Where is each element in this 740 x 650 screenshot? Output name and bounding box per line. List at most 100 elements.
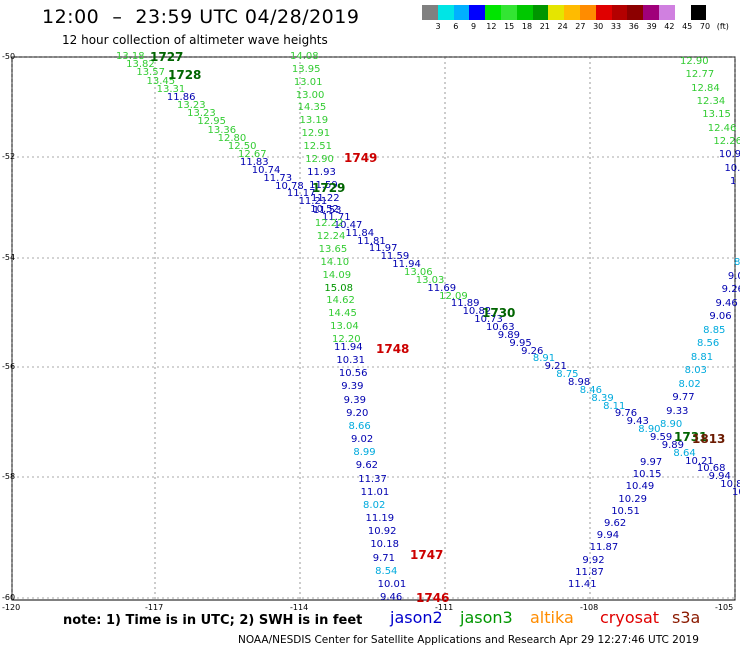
swh-value: 12.84 xyxy=(691,82,720,94)
swh-value: 8.99 xyxy=(353,447,376,459)
swh-value: 12.09 xyxy=(439,290,468,302)
color-scale-tick: 18 xyxy=(521,22,533,31)
longitude-label: -108 xyxy=(580,603,599,612)
swh-value: 12.90 xyxy=(680,56,709,67)
swh-value: 9.62 xyxy=(355,460,379,472)
latitude-label: -58 xyxy=(2,472,16,481)
legend-jason2: jason2 xyxy=(390,608,443,627)
color-swatch xyxy=(595,5,612,20)
swh-value: 10.74 xyxy=(251,164,281,176)
swh-value: 10.92 xyxy=(367,526,397,538)
legend-s3a: s3a xyxy=(672,608,701,627)
swh-value: 13.57 xyxy=(136,67,165,79)
swh-value: 9.89 xyxy=(497,329,520,341)
swh-value: 13.23 xyxy=(187,108,216,120)
swh-value: 11.73 xyxy=(263,172,293,184)
color-swatch xyxy=(579,5,596,20)
latitude-label: -52 xyxy=(2,152,16,161)
swh-value: 14.10 xyxy=(320,256,350,268)
swh-value: 9.46 xyxy=(380,592,403,603)
swh-value: 12.51 xyxy=(303,141,332,153)
swh-value: 12.80 xyxy=(217,132,247,144)
swh-value: 10.15 xyxy=(632,469,662,481)
swh-value: 11.84 xyxy=(345,227,375,239)
color-swatch xyxy=(674,5,691,20)
color-swatch xyxy=(453,5,470,20)
swh-value: 8.02 xyxy=(363,499,386,511)
legend-altika: altika xyxy=(530,608,574,627)
swh-value: 13.03 xyxy=(415,274,445,286)
color-scale-tick: (ft) xyxy=(716,22,729,31)
legend-jason3: jason3 xyxy=(460,608,513,627)
color-scale-tick: 12 xyxy=(486,22,497,31)
track-id-label: 1747 xyxy=(410,548,444,562)
swh-value: 13.95 xyxy=(291,63,321,75)
swh-value: 13.65 xyxy=(318,243,348,255)
color-swatch xyxy=(500,5,517,20)
track-id-label: 1813 xyxy=(692,432,726,446)
swh-value: 11.87 xyxy=(589,542,619,554)
swh-value: 14.35 xyxy=(297,102,327,114)
swh-value: 11.59 xyxy=(380,251,410,263)
swh-value: 8.85 xyxy=(703,324,726,336)
swh-value: 12.67 xyxy=(238,149,267,160)
color-swatch xyxy=(548,5,565,20)
swh-value: 9.76 xyxy=(614,408,638,420)
swh-value: 12.77 xyxy=(685,69,715,81)
swh-value: 10.73 xyxy=(474,314,503,326)
swh-value: 9.39 xyxy=(343,394,366,406)
swh-value: 8.39 xyxy=(591,392,614,404)
longitude-label: -105 xyxy=(715,603,734,612)
swh-value: 12.24 xyxy=(316,231,346,243)
swh-value: 8.46 xyxy=(579,384,602,396)
note-text: note: 1) Time is in UTC; 2) SWH is in fe… xyxy=(63,613,363,628)
swh-value: 8.11 xyxy=(603,400,626,412)
swh-value: 10.9 xyxy=(724,162,740,174)
color-swatch xyxy=(643,5,659,20)
map-title: 12:00 – 23:59 UTC 04/28/2019 xyxy=(42,6,360,28)
swh-value: 11.59 xyxy=(309,179,338,191)
swh-value: 14.62 xyxy=(326,295,355,307)
swh-value: 11.94 xyxy=(392,259,421,271)
track-id-label: 1729 xyxy=(312,181,346,195)
swh-value: 12.95 xyxy=(197,116,226,128)
swh-value: 8.66 xyxy=(348,420,371,432)
swh-value: 10.63 xyxy=(486,322,515,333)
swh-value: 8.81 xyxy=(690,351,714,363)
color-scale-tick: 39 xyxy=(646,22,657,31)
swh-value: 11.83 xyxy=(240,157,269,168)
color-swatch xyxy=(564,5,580,20)
swh-value: 15.08 xyxy=(324,282,353,294)
swh-value: 9.77 xyxy=(672,392,695,403)
swh-value: 11.93 xyxy=(307,166,336,178)
latitude-label: -54 xyxy=(2,253,16,262)
swh-value: 13.00 xyxy=(295,89,325,101)
swh-value: 8.91 xyxy=(532,353,556,365)
swh-value: 9.89 xyxy=(661,439,684,451)
color-scale-tick: 42 xyxy=(664,22,675,31)
swh-value: 11.41 xyxy=(568,579,597,590)
swh-value: 10.21 xyxy=(685,455,714,467)
swh-value: 11.97 xyxy=(368,243,398,255)
track-id-label: 1728 xyxy=(168,68,202,82)
swh-value: 9.95 xyxy=(509,337,532,349)
swh-value: 12.90 xyxy=(305,153,334,165)
swh-value: 13.45 xyxy=(146,75,176,87)
color-scale-tick: 70 xyxy=(699,22,711,31)
swh-value: 11.17 xyxy=(286,188,316,200)
color-swatch xyxy=(516,5,533,20)
footer-credit: NOAA/NESDIS Center for Satellite Applica… xyxy=(238,634,699,646)
color-swatch xyxy=(611,5,628,20)
map-subtitle: 12 hour collection of altimeter wave hei… xyxy=(62,33,328,47)
track-id-label: 1730 xyxy=(482,306,516,320)
track-id-label: 1731 xyxy=(674,430,708,444)
color-swatch xyxy=(532,5,549,20)
color-scale-bar xyxy=(422,5,707,20)
swh-value: 9.46 xyxy=(715,297,738,309)
swh-value: 13.31 xyxy=(156,83,186,95)
swh-value: 8.56 xyxy=(697,338,720,349)
swh-value: 11.81 xyxy=(357,235,386,247)
swh-value: 11.86 xyxy=(166,91,196,103)
swh-value: 11.21 xyxy=(298,196,328,208)
swh-value: 12.20 xyxy=(332,334,361,345)
